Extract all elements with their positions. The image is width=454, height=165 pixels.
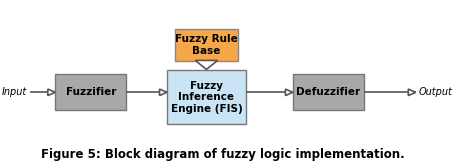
- Polygon shape: [48, 89, 55, 96]
- Text: Output: Output: [419, 87, 452, 97]
- Text: Fuzzy Rule
Base: Fuzzy Rule Base: [175, 34, 238, 56]
- Polygon shape: [195, 60, 217, 69]
- Polygon shape: [159, 89, 167, 96]
- Bar: [55, 74, 126, 110]
- Text: Defuzzifier: Defuzzifier: [296, 87, 360, 97]
- Text: Fuzzifier: Fuzzifier: [65, 87, 116, 97]
- Polygon shape: [286, 89, 293, 96]
- Text: Fuzzy
Inference
Engine (FIS): Fuzzy Inference Engine (FIS): [171, 81, 242, 114]
- Text: Figure 5: Block diagram of fuzzy logic implementation.: Figure 5: Block diagram of fuzzy logic i…: [41, 148, 405, 161]
- Bar: [293, 74, 364, 110]
- Text: Input: Input: [2, 87, 27, 97]
- Bar: [175, 29, 238, 61]
- Bar: [167, 70, 246, 124]
- Polygon shape: [408, 89, 415, 96]
